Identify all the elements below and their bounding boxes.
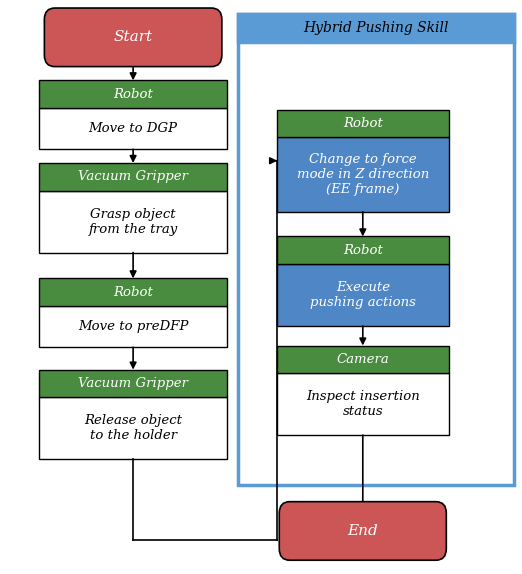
Bar (277, 137, 449, 212)
Bar (277, 236, 449, 264)
Text: Execute
pushing actions: Execute pushing actions (310, 281, 416, 309)
Text: End: End (348, 524, 378, 538)
Bar (277, 346, 449, 373)
Text: Change to force
mode in Z direction
(EE frame): Change to force mode in Z direction (EE … (296, 153, 429, 196)
Text: Grasp object
from the tray: Grasp object from the tray (89, 208, 177, 235)
Text: Robot: Robot (343, 117, 383, 130)
Text: Camera: Camera (336, 353, 389, 366)
Bar (39, 306, 227, 347)
Text: Robot: Robot (113, 286, 153, 298)
Text: Robot: Robot (113, 88, 153, 100)
Bar (277, 264, 449, 326)
Text: Vacuum Gripper: Vacuum Gripper (78, 170, 188, 183)
Bar (39, 370, 227, 397)
FancyBboxPatch shape (279, 502, 446, 560)
Text: Robot: Robot (343, 244, 383, 257)
Bar (39, 278, 227, 306)
Bar (238, 14, 514, 485)
Text: Vacuum Gripper: Vacuum Gripper (78, 377, 188, 390)
Bar (39, 163, 227, 191)
Bar (39, 80, 227, 108)
Text: Start: Start (114, 30, 152, 44)
Text: Move to preDFP: Move to preDFP (78, 320, 188, 333)
Bar (39, 191, 227, 253)
Text: Release object
to the holder: Release object to the holder (84, 414, 182, 442)
Text: Hybrid Pushing Skill: Hybrid Pushing Skill (303, 21, 448, 35)
Bar (39, 108, 227, 149)
Text: Move to DGP: Move to DGP (89, 122, 177, 135)
Bar (277, 110, 449, 137)
Text: Inspect insertion
status: Inspect insertion status (306, 390, 420, 418)
Bar (277, 373, 449, 435)
FancyBboxPatch shape (44, 8, 222, 67)
Bar (238, 14, 514, 42)
Bar (39, 397, 227, 459)
